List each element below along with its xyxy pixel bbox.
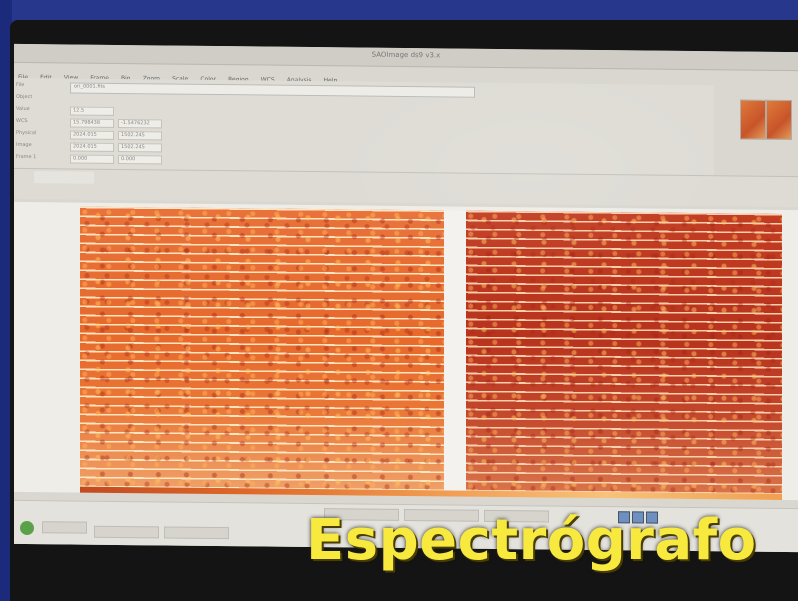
frame-x-readout: 0.000: [70, 154, 114, 164]
taskbar-item[interactable]: [164, 526, 229, 540]
value-readout: 12.5: [70, 106, 114, 116]
monitor-screen: SAOImage ds9 v3.x File Edit View Frame B…: [14, 43, 798, 553]
image-x-readout: 2024.015: [70, 142, 114, 152]
start-menu-icon[interactable]: [20, 520, 34, 536]
frame-y-readout: 0.000: [118, 154, 162, 165]
left-edge-strip: [0, 0, 12, 601]
info-label-file: File: [16, 81, 25, 89]
magnifier-thumbnail: [740, 99, 766, 140]
slide-caption: Espectrógrafo: [306, 508, 757, 573]
file-path-field[interactable]: ori_0001.fits: [70, 82, 475, 98]
info-label-physical: Physical: [16, 129, 37, 137]
button-cell[interactable]: [124, 172, 184, 185]
panner-thumbnail[interactable]: [766, 99, 792, 141]
wcs-x-readout: 15.798438: [70, 118, 114, 128]
taskbar-item[interactable]: [94, 525, 159, 539]
frame-gap: [444, 210, 466, 493]
info-label-wcs: WCS: [16, 117, 28, 125]
spectrum-frame-left[interactable]: [80, 206, 444, 493]
physical-x-readout: 2024.015: [70, 130, 114, 140]
button-cell[interactable]: [34, 171, 94, 184]
image-display[interactable]: [14, 201, 798, 501]
button-cell[interactable]: [394, 175, 454, 188]
button-cell[interactable]: [574, 177, 634, 190]
info-label-value: Value: [16, 105, 30, 113]
info-label-object: Object: [16, 93, 33, 101]
wcs-y-readout: -1.5476232: [118, 118, 162, 129]
spectrum-texture: [80, 206, 444, 493]
spectrum-frame-right[interactable]: [466, 210, 782, 496]
info-label-image: Image: [16, 141, 32, 149]
button-cell[interactable]: [664, 178, 724, 191]
spectrum-texture: [466, 210, 782, 496]
info-label-frame: Frame 1: [16, 153, 37, 161]
button-cell[interactable]: [484, 176, 544, 189]
button-cell[interactable]: [214, 173, 274, 186]
physical-y-readout: 1502.245: [118, 130, 162, 141]
image-y-readout: 1502.245: [118, 142, 162, 153]
taskbar-item[interactable]: [42, 521, 87, 534]
button-cell[interactable]: [304, 174, 364, 187]
